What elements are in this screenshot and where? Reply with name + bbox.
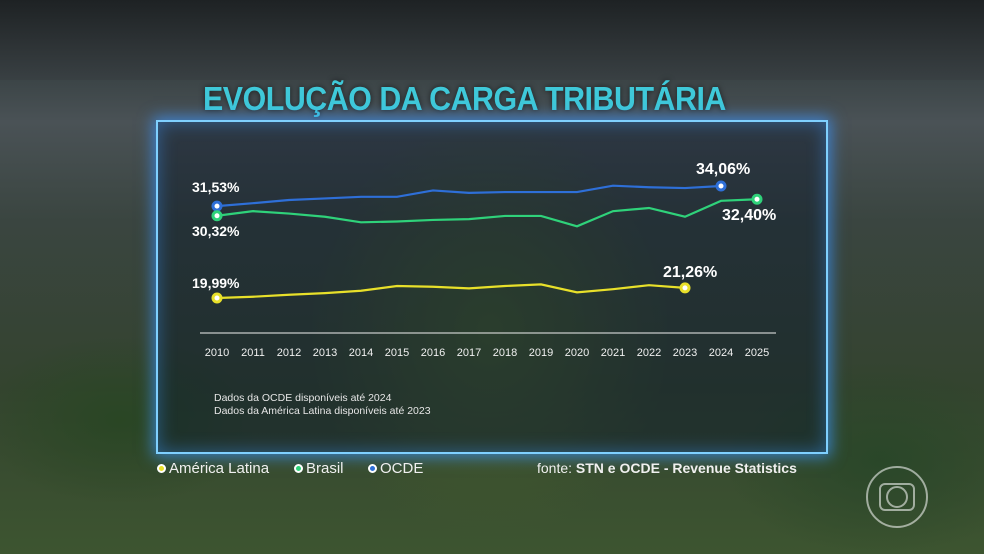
series-line-am-rica-latina bbox=[216, 283, 686, 300]
x-tick-label: 2025 bbox=[745, 347, 769, 359]
source-text: STN e OCDE - Revenue Statistics bbox=[575, 460, 797, 476]
legend-item-brasil: Brasil bbox=[294, 460, 344, 477]
series-line-brasil bbox=[216, 198, 758, 228]
data-label: 19,99% bbox=[192, 275, 240, 291]
legend-dot-icon bbox=[294, 464, 303, 473]
note-latin-america: Dados da América Latina disponíveis até … bbox=[214, 405, 431, 417]
x-tick-label: 2020 bbox=[565, 347, 589, 359]
source-credit: fonte: STN e OCDE - Revenue Statistics bbox=[537, 460, 797, 476]
data-label: 21,26% bbox=[663, 264, 717, 281]
x-tick-label: 2016 bbox=[421, 347, 445, 359]
legend-label: América Latina bbox=[169, 460, 270, 477]
legend-item-latin-america: América Latina bbox=[157, 460, 269, 477]
x-tick-label: 2018 bbox=[493, 347, 517, 359]
globo-logo-icon bbox=[866, 466, 928, 528]
note-ocde: Dados da OCDE disponíveis até 2024 bbox=[214, 392, 392, 404]
x-tick-label: 2015 bbox=[385, 347, 409, 359]
data-label: 34,06% bbox=[696, 161, 750, 178]
data-point-brasil bbox=[211, 210, 223, 222]
x-tick-label: 2021 bbox=[601, 347, 625, 359]
data-label: 32,40% bbox=[722, 207, 776, 224]
legend-label: Brasil bbox=[306, 460, 344, 477]
x-tick-label: 2010 bbox=[205, 347, 229, 359]
data-point-ocde bbox=[715, 180, 727, 192]
data-label: 30,32% bbox=[192, 223, 240, 239]
x-tick-label: 2013 bbox=[313, 347, 337, 359]
x-tick-label: 2024 bbox=[709, 347, 733, 359]
x-tick-label: 2022 bbox=[637, 347, 661, 359]
data-point-am-rica-latina bbox=[211, 292, 223, 304]
x-tick-label: 2012 bbox=[277, 347, 301, 359]
source-prefix: fonte: bbox=[537, 460, 573, 476]
chart-title: EVOLUÇÃO DA CARGA TRIBUTÁRIA bbox=[203, 80, 726, 117]
x-tick-label: 2014 bbox=[349, 347, 373, 359]
data-point-brasil bbox=[751, 193, 763, 205]
legend-dot-icon bbox=[157, 464, 166, 473]
background-sky bbox=[0, 0, 984, 80]
legend-dot-icon bbox=[368, 464, 377, 473]
x-tick-label: 2023 bbox=[673, 347, 697, 359]
legend-item-ocde: OCDE bbox=[368, 460, 423, 477]
x-tick-label: 2011 bbox=[241, 347, 265, 359]
data-label: 31,53% bbox=[192, 179, 240, 195]
data-point-am-rica-latina bbox=[679, 282, 691, 294]
data-point-ocde bbox=[211, 200, 223, 212]
x-tick-label: 2019 bbox=[529, 347, 553, 359]
legend-label: OCDE bbox=[380, 460, 424, 477]
series-line-ocde bbox=[216, 184, 722, 208]
x-tick-label: 2017 bbox=[457, 347, 481, 359]
